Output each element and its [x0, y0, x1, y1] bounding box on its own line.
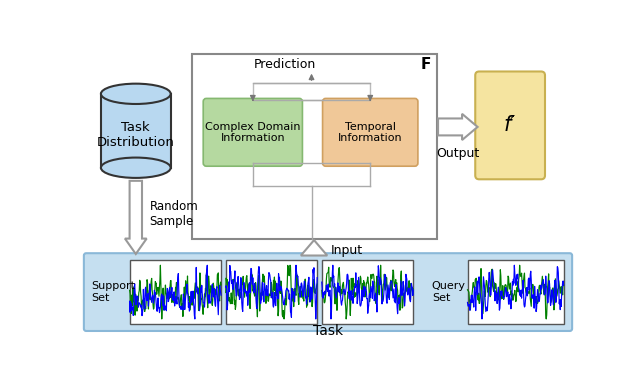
FancyBboxPatch shape — [193, 54, 436, 238]
FancyBboxPatch shape — [467, 260, 564, 324]
Text: Task
Distribution: Task Distribution — [97, 121, 175, 149]
FancyBboxPatch shape — [129, 260, 221, 324]
FancyArrow shape — [438, 114, 477, 140]
FancyArrow shape — [301, 240, 327, 255]
Text: Complex Domain
Information: Complex Domain Information — [205, 121, 301, 143]
Text: Input: Input — [331, 243, 364, 257]
Text: F: F — [420, 57, 431, 72]
FancyArrow shape — [125, 181, 147, 254]
FancyBboxPatch shape — [101, 94, 171, 168]
FancyBboxPatch shape — [322, 260, 413, 324]
Text: Output: Output — [436, 147, 479, 160]
Ellipse shape — [101, 157, 171, 178]
Text: Prediction: Prediction — [254, 58, 316, 71]
Text: Task: Task — [313, 324, 343, 338]
FancyBboxPatch shape — [204, 98, 303, 166]
Text: Support
Set: Support Set — [91, 281, 135, 303]
Text: Temporal
Information: Temporal Information — [338, 121, 403, 143]
FancyBboxPatch shape — [84, 253, 572, 331]
FancyBboxPatch shape — [226, 260, 317, 324]
FancyBboxPatch shape — [476, 71, 545, 179]
Text: f′: f′ — [504, 115, 516, 136]
Ellipse shape — [101, 84, 171, 104]
Text: Random
Sample: Random Sample — [150, 200, 198, 228]
Text: Query
Set: Query Set — [432, 281, 466, 303]
FancyBboxPatch shape — [323, 98, 418, 166]
FancyBboxPatch shape — [253, 83, 370, 100]
